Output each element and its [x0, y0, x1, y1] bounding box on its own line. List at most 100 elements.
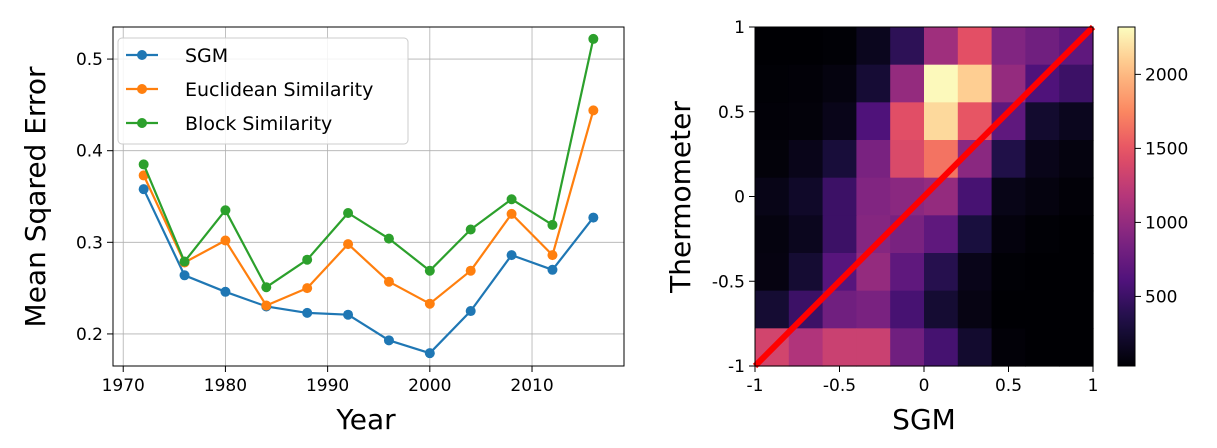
legend-sgm-marker [137, 50, 147, 60]
heatmap-cell [788, 140, 824, 179]
heatmap-cell [822, 27, 857, 66]
heatmap-xlabel: SGM [892, 403, 956, 436]
heatmap-cell [991, 215, 1026, 254]
heatmap-cell [890, 102, 925, 141]
heatmap-cell [890, 27, 925, 66]
heatmap-cell [890, 328, 925, 367]
data-point-block-similarity [383, 233, 394, 244]
heatmap-cell [924, 177, 959, 216]
legend-label-sgm: SGM [185, 45, 228, 67]
heatmap-cell [957, 27, 993, 66]
line-chart-frame [112, 26, 625, 367]
data-point-euclidean-similarity [424, 298, 435, 309]
heatmap-cell [924, 215, 959, 254]
data-point-block-similarity [302, 254, 313, 265]
line-chart-xlabel: Year [335, 403, 396, 436]
x-tick-label: 2000 [408, 376, 451, 396]
heatmap-y-tick-label: -1 [728, 357, 745, 377]
colorbar [1117, 26, 1136, 367]
heatmap-cell [1059, 140, 1094, 179]
colorbar-tick-label: 1500 [1145, 139, 1188, 159]
heatmap-cell [991, 177, 1026, 216]
line-chart-ticks: 1970 1980 1990 2000 2010 0.2 0.3 0.4 0.5 [76, 50, 554, 396]
heatmap-cell [856, 328, 891, 367]
heatmap-cell [822, 140, 857, 179]
heatmap-cell [1025, 253, 1060, 292]
heatmap-cell [924, 102, 959, 141]
heatmap-x-tick-label: -0.5 [823, 376, 856, 396]
heatmap-ylabel: Thermometer [664, 101, 697, 294]
legend: SGM Euclidean Similarity Block Similarit… [117, 37, 409, 145]
heatmap-cell [755, 102, 790, 141]
heatmap-cell [890, 253, 925, 292]
y-tick-label: 0.2 [76, 325, 103, 345]
heatmap-cell [1059, 328, 1094, 367]
series-line-block-similarity [142, 38, 595, 289]
heatmap-cell [1025, 328, 1060, 367]
heatmap-cell [890, 140, 925, 179]
colorbar-tick-label: 1000 [1145, 213, 1188, 233]
data-point-sgm [302, 307, 313, 318]
heatmap-cell [788, 102, 824, 141]
heatmap-cell [924, 290, 959, 329]
data-point-sgm [138, 184, 149, 195]
data-point-block-similarity [220, 205, 231, 216]
y-tick-label: 0.4 [76, 142, 103, 162]
data-point-block-similarity [465, 224, 476, 235]
x-tick-label: 1980 [204, 376, 247, 396]
heatmap-cell [788, 215, 824, 254]
heatmap-cell [1059, 290, 1094, 329]
colorbar-ticks: 500 1000 1500 2000 [1135, 65, 1188, 307]
data-point-block-similarity [547, 219, 558, 230]
heatmap-cell [755, 64, 790, 103]
line-chart-series [138, 33, 599, 359]
data-point-sgm [424, 348, 435, 359]
heatmap-y-tick-label: 0 [734, 188, 745, 208]
heatmap-cell [755, 177, 790, 216]
diagonal-line [752, 24, 1096, 369]
heatmap-y-tick-label: -0.5 [712, 272, 745, 292]
legend-label-euclidean: Euclidean Similarity [185, 79, 373, 101]
data-point-euclidean-similarity [261, 300, 272, 311]
x-tick-label: 2010 [510, 376, 553, 396]
y-tick-label: 0.3 [76, 233, 103, 253]
data-point-sgm [343, 309, 354, 320]
heatmap-y-tick-label: 0.5 [718, 103, 745, 123]
heatmap-cell [991, 140, 1026, 179]
heatmap-cell [924, 64, 959, 103]
heatmap-cell [1025, 177, 1060, 216]
heatmap-cell [890, 64, 925, 103]
heatmap-cell [1025, 290, 1060, 329]
heatmap-cell [957, 177, 993, 216]
heatmap-cell [1059, 102, 1094, 141]
heatmap-cell [788, 64, 824, 103]
heatmap-cell [822, 290, 857, 329]
heatmap-cell [822, 102, 857, 141]
data-point-block-similarity [506, 194, 517, 205]
heatmap-cell [991, 328, 1026, 367]
heatmap-cell [991, 253, 1026, 292]
heatmap-cell [957, 64, 993, 103]
x-tick-label: 1970 [102, 376, 145, 396]
heatmap-cell [755, 215, 790, 254]
x-tick-label: 1990 [306, 376, 349, 396]
data-point-block-similarity [424, 265, 435, 276]
heatmap-cell [1025, 140, 1060, 179]
heatmap-cell [924, 253, 959, 292]
legend-block-marker [137, 118, 147, 128]
heatmap-cell [1025, 64, 1060, 103]
heatmap-x-tick-label: -1 [747, 376, 764, 396]
data-point-block-similarity [343, 207, 354, 218]
heatmap-x-tick-label: 0.5 [995, 376, 1022, 396]
data-point-euclidean-similarity [547, 250, 558, 261]
colorbar-tick-label: 500 [1145, 287, 1177, 307]
data-point-euclidean-similarity [383, 276, 394, 287]
heatmap-cell [755, 290, 790, 329]
data-point-block-similarity [588, 33, 599, 44]
series-line-euclidean-similarity [142, 110, 595, 307]
heatmap-cell [788, 253, 824, 292]
heatmap-cell [957, 290, 993, 329]
heatmap-cell [1025, 27, 1060, 66]
heatmap-cell [788, 328, 824, 367]
heatmap-x-tick-label: 1 [1088, 376, 1099, 396]
